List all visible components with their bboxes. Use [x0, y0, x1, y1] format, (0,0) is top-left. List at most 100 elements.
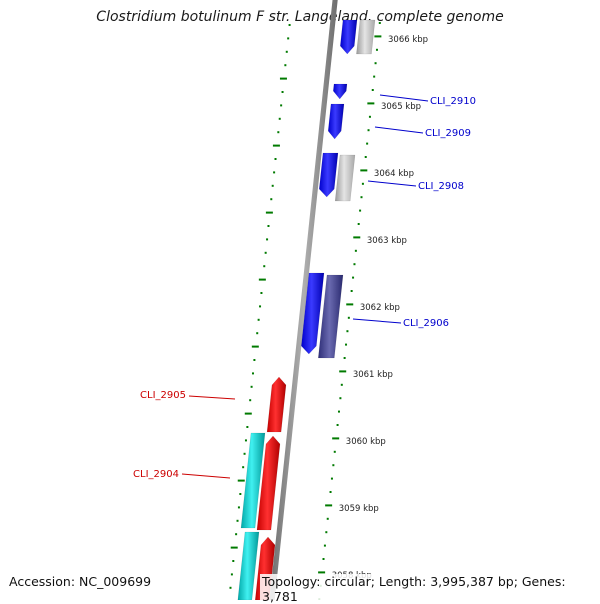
- reverse-tick: [256, 332, 259, 335]
- gene-label[interactable]: CLI_2908: [418, 181, 464, 192]
- cds-box-reverse[interactable]: [240, 432, 266, 529]
- reverse-tick: [274, 158, 277, 160]
- forward-tick: [350, 290, 353, 292]
- forward-tick: [353, 263, 356, 266]
- gene-features[interactable]: [237, 19, 376, 600]
- cds-box-reverse[interactable]: [237, 531, 260, 600]
- gene-arrow-reverse[interactable]: [266, 376, 287, 433]
- gene-arrow-reverse[interactable]: [256, 435, 281, 531]
- reverse-tick: [259, 305, 262, 308]
- gene-label[interactable]: CLI_2906: [403, 318, 449, 329]
- gene-label-leader: [181, 473, 231, 479]
- kbp-tick-label: 3061 kbp: [353, 370, 393, 380]
- reverse-tick: [242, 466, 245, 469]
- gene-arrow-forward[interactable]: [318, 152, 339, 198]
- genome-summary-text: Topology: circular; Length: 3,995,387 bp…: [260, 574, 600, 604]
- forward-tick: [343, 357, 346, 359]
- forward-tick: [347, 316, 350, 319]
- gene-label-leader: [379, 94, 429, 102]
- reverse-tick: [267, 225, 270, 227]
- cds-box-forward[interactable]: [356, 19, 376, 55]
- forward-tick: [378, 22, 381, 24]
- forward-tick: [345, 343, 348, 346]
- forward-tick: [368, 115, 371, 118]
- forward-tick: [346, 330, 349, 333]
- forward-tick: [326, 517, 329, 520]
- reverse-tick: [251, 345, 259, 348]
- reverse-tick: [250, 385, 253, 388]
- reverse-tick: [288, 24, 291, 26]
- kbp-tick-label: 3063 kbp: [367, 236, 407, 246]
- gene-label[interactable]: CLI_2910: [430, 96, 476, 107]
- reverse-tick: [287, 37, 290, 40]
- reverse-tick: [253, 359, 256, 361]
- reverse-tick: [266, 238, 269, 241]
- reverse-tick: [249, 399, 252, 402]
- forward-tick: [373, 75, 376, 78]
- reverse-tick: [244, 439, 247, 442]
- forward-tick: [336, 424, 339, 426]
- forward-tick: [330, 477, 333, 480]
- forward-tick: [318, 571, 326, 574]
- forward-tick: [353, 236, 361, 239]
- reverse-tick: [273, 171, 276, 174]
- forward-tick: [364, 156, 367, 158]
- reverse-tick: [258, 278, 266, 281]
- gene-arrow-forward[interactable]: [340, 19, 358, 55]
- reverse-tick: [246, 426, 249, 428]
- reverse-tick: [236, 519, 239, 522]
- gene-label[interactable]: CLI_2909: [425, 128, 471, 139]
- forward-tick: [329, 491, 332, 493]
- reverse-strand-tick-track: [229, 24, 291, 589]
- reverse-tick: [230, 546, 238, 549]
- gene-label-leader: [374, 126, 424, 134]
- cds-box-forward[interactable]: [334, 154, 356, 202]
- gene-arrow-forward[interactable]: [301, 272, 325, 355]
- reverse-tick: [281, 91, 284, 93]
- forward-tick: [339, 397, 342, 400]
- reverse-tick: [243, 452, 246, 455]
- forward-tick: [360, 196, 363, 199]
- reverse-tick: [263, 265, 266, 268]
- forward-tick: [367, 102, 375, 105]
- reverse-tick: [285, 50, 288, 53]
- reverse-tick: [265, 211, 273, 214]
- forward-tick: [325, 504, 333, 507]
- reverse-tick: [235, 533, 238, 536]
- gene-labels[interactable]: CLI_2910 CLI_2909 CLI_2908 CLI_2906 CLI_2905…: [133, 94, 476, 480]
- gene-label-leader: [188, 395, 236, 400]
- gene-arrow-forward[interactable]: [327, 103, 345, 140]
- reverse-tick: [260, 292, 263, 294]
- gene-label-leader: [367, 180, 417, 187]
- forward-tick: [361, 182, 364, 185]
- forward-tick: [357, 223, 360, 225]
- reverse-tick: [272, 144, 280, 147]
- kbp-tick-label: 3060 kbp: [346, 437, 386, 447]
- forward-tick: [333, 450, 336, 453]
- kbp-tick-label: 3066 kbp: [388, 35, 428, 45]
- gene-arrow-forward[interactable]: [333, 83, 348, 100]
- gene-label-leader: [352, 318, 402, 324]
- forward-tick: [337, 410, 340, 413]
- kbp-tick-label: 3065 kbp: [381, 102, 421, 112]
- forward-tick: [346, 303, 354, 306]
- reverse-tick: [270, 198, 273, 201]
- reverse-tick: [279, 77, 287, 80]
- gene-label[interactable]: CLI_2904: [133, 469, 179, 480]
- forward-tick: [375, 48, 378, 51]
- kbp-tick-labels: 3066 kbp 3065 kbp 3064 kbp 3063 kbp 3062 kbp…: [332, 35, 428, 581]
- forward-tick: [339, 370, 347, 373]
- backbone-track: [269, 0, 338, 600]
- reverse-tick: [284, 64, 287, 67]
- cds-box-forward[interactable]: [318, 274, 344, 359]
- forward-tick: [374, 35, 382, 38]
- reverse-tick: [230, 573, 233, 576]
- gene-label[interactable]: CLI_2905: [140, 390, 186, 401]
- forward-tick: [323, 544, 326, 547]
- forward-tick: [366, 142, 369, 145]
- forward-tick: [332, 437, 340, 440]
- forward-tick: [322, 558, 325, 560]
- forward-tick: [360, 169, 368, 172]
- forward-tick: [359, 209, 362, 212]
